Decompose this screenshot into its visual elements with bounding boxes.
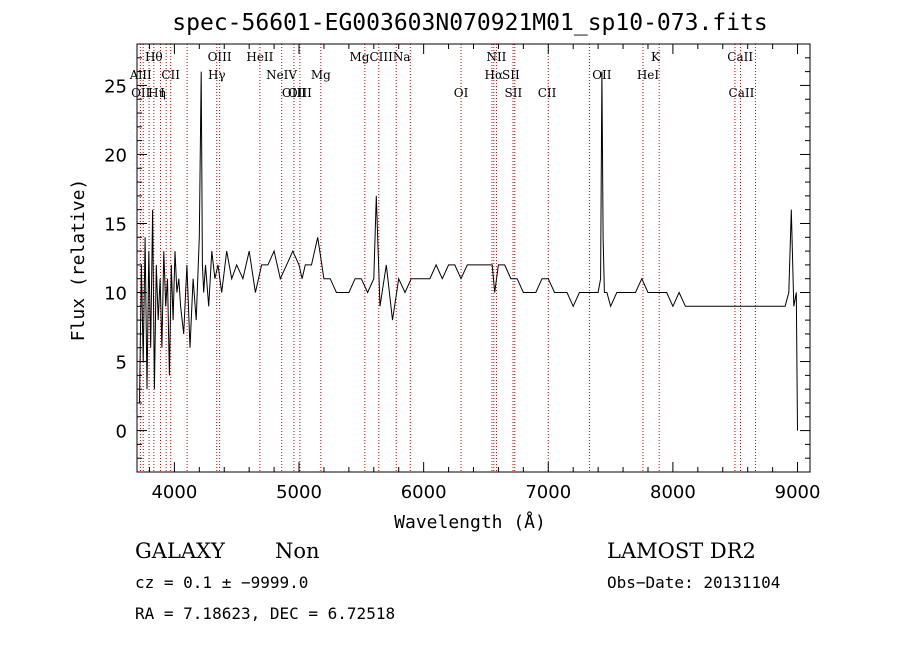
axis-ticks: 4000 5000 6000 7000 8000 9000 0 5 10 15 20 25 bbox=[104, 43, 821, 503]
line-label-11: OIII bbox=[288, 86, 312, 100]
line-label-5: CII bbox=[161, 68, 180, 82]
line-label-21: HeI bbox=[637, 68, 660, 82]
y-tick-label-15: 15 bbox=[104, 214, 127, 235]
line-label-22: K bbox=[651, 50, 661, 64]
spectrum-line bbox=[139, 71, 798, 431]
x-tick-label-8000: 8000 bbox=[650, 482, 696, 503]
line-label-6: Hγ bbox=[208, 68, 226, 82]
y-tick-label-0: 0 bbox=[116, 422, 127, 443]
redshift-line: cz = 0.1 ± −9999.0 bbox=[135, 573, 308, 592]
x-tick-label-9000: 9000 bbox=[775, 482, 821, 503]
line-label-15: NII bbox=[486, 50, 506, 64]
line-label-23: CaII bbox=[727, 50, 753, 64]
line-label-4: I bbox=[160, 86, 165, 100]
x-tick-label-4000: 4000 bbox=[151, 482, 197, 503]
object-class: GALAXY bbox=[135, 539, 226, 563]
line-label-24: CaII bbox=[729, 86, 755, 100]
emission-line-markers bbox=[139, 44, 756, 472]
line-label-16: Hα bbox=[485, 68, 504, 82]
line-label-19: CII bbox=[538, 86, 557, 100]
line-label-3: Hη bbox=[148, 86, 166, 100]
y-axis-label: Flux (relative) bbox=[68, 179, 89, 342]
plot-frame bbox=[136, 43, 811, 473]
line-label-9: NeIV bbox=[266, 68, 297, 82]
survey-name: LAMOST DR2 bbox=[607, 539, 756, 563]
line-label-7: OIII bbox=[208, 50, 232, 64]
line-label-2: Hθ bbox=[145, 50, 163, 64]
line-label-0: AlII bbox=[129, 68, 152, 82]
x-axis-label: Wavelength (Å) bbox=[394, 511, 546, 533]
line-label-17: SII bbox=[502, 68, 520, 82]
line-label-1: OII bbox=[131, 86, 151, 100]
x-tick-label-7000: 7000 bbox=[525, 482, 571, 503]
y-tick-label-20: 20 bbox=[104, 145, 127, 166]
object-subclass: Non bbox=[275, 539, 320, 563]
x-tick-label-5000: 5000 bbox=[276, 482, 322, 503]
y-tick-label-10: 10 bbox=[104, 284, 127, 305]
line-label-10: OIII bbox=[282, 86, 306, 100]
coordinates: RA = 7.18623, DEC = 6.72518 bbox=[135, 604, 395, 623]
line-label-8: HeII bbox=[246, 50, 273, 64]
line-label-18: SII bbox=[505, 86, 523, 100]
y-tick-label-5: 5 bbox=[116, 353, 127, 374]
line-label-12: Mg bbox=[311, 68, 331, 82]
line-label-13: MgCIIINa bbox=[350, 50, 411, 64]
line-label-14: OI bbox=[454, 86, 469, 100]
chart-title: spec-56601-EG003603N070921M01_sp10-073.f… bbox=[172, 10, 767, 36]
obs-date: Obs−Date: 20131104 bbox=[607, 573, 780, 592]
y-tick-label-25: 25 bbox=[104, 76, 127, 97]
x-tick-label-6000: 6000 bbox=[401, 482, 447, 503]
